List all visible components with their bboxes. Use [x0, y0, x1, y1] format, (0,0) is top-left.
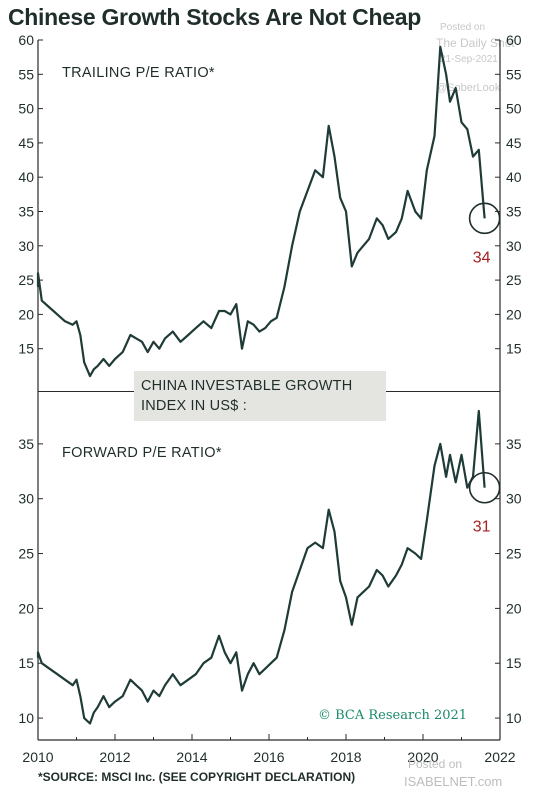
callout-value: 34 [473, 249, 491, 266]
x-tick-label: 2018 [330, 749, 361, 765]
callout-circle [468, 202, 501, 235]
y-tick-label-right: 10 [506, 710, 522, 726]
y-tick-label-right: 15 [506, 341, 522, 357]
y-tick-label-left: 55 [18, 66, 34, 82]
callout-value: 31 [473, 519, 491, 536]
y-tick-label-right: 25 [506, 546, 522, 562]
pe-ratio-series-line [36, 409, 486, 725]
forward-pe-panel: 10 10 15 15 20 20 25 25 30 30 35 35 FORWARD P/E RATI… [18, 409, 522, 726]
y-tick-label-left: 60 [18, 32, 34, 48]
x-tick-label: 2020 [407, 749, 438, 765]
y-tick-label-left: 35 [18, 436, 34, 452]
y-tick-label-left: 15 [18, 655, 34, 671]
y-tick-label-right: 35 [506, 436, 522, 452]
y-tick-label-right: 20 [506, 306, 522, 322]
y-tick-label-right: 25 [506, 272, 522, 288]
y-tick-label-right: 45 [506, 135, 522, 151]
watermark-date: 21-Sep-2021 [440, 54, 498, 65]
y-tick-label-right: 15 [506, 655, 522, 671]
index-label-box: CHINA INVESTABLE GROWTH INDEX IN US$ : [134, 371, 386, 421]
pe-ratio-series-line [36, 45, 486, 378]
trailing-pe-panel: 15 15 20 20 25 25 30 30 35 35 40 40 45 45 50 50 55 55 60 60… [18, 32, 522, 378]
index-label-line-1: CHINA INVESTABLE GROWTH [141, 378, 352, 394]
y-tick-label-left: 25 [18, 546, 34, 562]
watermark-posted: Posted on [440, 22, 486, 33]
y-tick-label-right: 30 [506, 238, 522, 254]
y-tick-label-left: 10 [18, 710, 34, 726]
watermark-bottom-posted: Posted on [408, 757, 463, 771]
y-tick-label-left: 40 [18, 169, 34, 185]
y-tick-label-left: 50 [18, 101, 34, 117]
chart-title: Chinese Growth Stocks Are Not Cheap [8, 4, 421, 30]
y-tick-label-right: 40 [506, 169, 522, 185]
watermark-bottom-site: ISABELNET.com [404, 774, 503, 789]
x-tick-label: 2014 [176, 749, 207, 765]
x-tick-label: 2012 [99, 749, 130, 765]
y-tick-label-left: 20 [18, 306, 34, 322]
x-tick-label: 2022 [484, 749, 515, 765]
y-tick-label-left: 35 [18, 204, 34, 220]
y-tick-label-right: 35 [506, 204, 522, 220]
y-tick-label-left: 30 [18, 491, 34, 507]
y-tick-label-right: 30 [506, 491, 522, 507]
watermark-handle: @SoberLook [436, 82, 501, 94]
index-label-line-2: INDEX IN US$ : [141, 398, 247, 414]
panel-title: TRAILING P/E RATIO* [62, 65, 215, 81]
y-tick-label-right: 20 [506, 600, 522, 616]
index-label-box-bg [134, 371, 386, 421]
y-tick-label-left: 25 [18, 272, 34, 288]
y-tick-label-left: 30 [18, 238, 34, 254]
x-tick-label: 2016 [253, 749, 284, 765]
y-tick-label-right: 55 [506, 66, 522, 82]
x-axis: 2010 2012 2014 2016 2018 2020 2022 [22, 734, 516, 765]
bca-credit: © BCA Research 2021 [318, 708, 467, 723]
callout-circle [468, 471, 501, 504]
x-tick-label: 2010 [22, 749, 53, 765]
source-note: *SOURCE: MSCI Inc. (SEE COPYRIGHT DECLAR… [38, 770, 356, 784]
y-tick-label-right: 50 [506, 101, 522, 117]
y-tick-label-left: 15 [18, 341, 34, 357]
y-tick-label-left: 20 [18, 600, 34, 616]
panel-title: FORWARD P/E RATIO* [62, 445, 222, 461]
y-tick-label-left: 45 [18, 135, 34, 151]
y-tick-label-right: 60 [506, 32, 522, 48]
